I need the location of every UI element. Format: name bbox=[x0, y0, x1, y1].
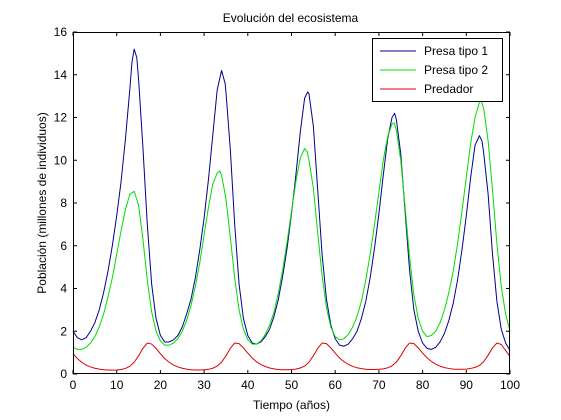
y-tick-label: 4 bbox=[60, 282, 67, 296]
x-tick-label: 20 bbox=[154, 378, 168, 392]
x-tick-label: 90 bbox=[460, 378, 474, 392]
y-axis: 0 2 4 6 8 10 12 14 16 bbox=[54, 25, 510, 381]
x-tick-label: 100 bbox=[500, 378, 520, 392]
x-tick-label: 50 bbox=[285, 378, 299, 392]
x-axis-title: Tiempo (años) bbox=[253, 398, 330, 412]
legend-label-3: Predador bbox=[424, 82, 473, 96]
x-tick-label: 0 bbox=[70, 378, 77, 392]
y-axis-title: Población (millones de individuos) bbox=[35, 112, 49, 293]
x-tick-label: 10 bbox=[110, 378, 124, 392]
x-tick-label: 30 bbox=[197, 378, 211, 392]
y-tick-label: 2 bbox=[60, 324, 67, 338]
x-axis: 0 10 20 30 40 50 60 70 80 90 100 bbox=[70, 32, 520, 392]
y-tick-label: 0 bbox=[60, 367, 67, 381]
x-tick-label: 70 bbox=[372, 378, 386, 392]
y-tick-label: 16 bbox=[54, 25, 68, 39]
series-layer bbox=[72, 48, 511, 371]
legend-label-2: Presa tipo 2 bbox=[424, 63, 488, 77]
y-tick-label: 8 bbox=[60, 196, 67, 210]
series-line-2 bbox=[72, 99, 511, 350]
x-tick-label: 60 bbox=[329, 378, 343, 392]
legend: Presa tipo 1 Presa tipo 2 Predador bbox=[372, 38, 503, 102]
x-tick-label: 80 bbox=[416, 378, 430, 392]
chart-title: Evolución del ecosistema bbox=[223, 11, 359, 25]
x-tick-label: 40 bbox=[241, 378, 255, 392]
legend-label-1: Presa tipo 1 bbox=[424, 44, 488, 58]
y-tick-label: 10 bbox=[54, 153, 68, 167]
y-tick-label: 14 bbox=[54, 68, 68, 82]
y-tick-label: 12 bbox=[54, 111, 68, 125]
series-line-3 bbox=[72, 342, 511, 371]
y-tick-label: 6 bbox=[60, 239, 67, 253]
